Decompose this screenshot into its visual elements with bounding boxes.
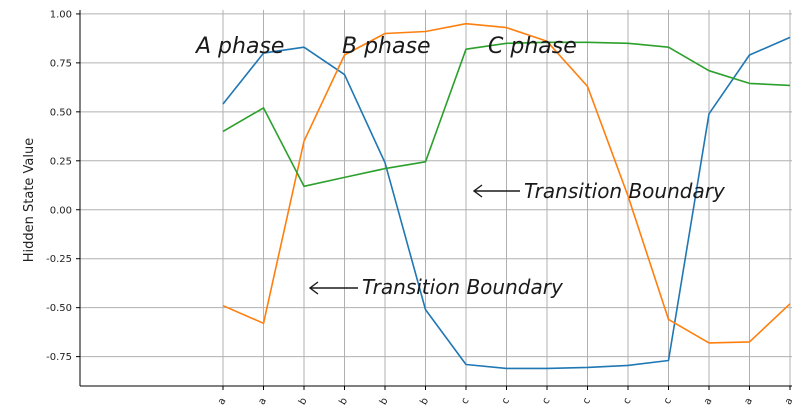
- series-line-1: [222, 36, 791, 370]
- x-tick-label: a: [743, 396, 756, 407]
- annotation-c-phase: C phase: [488, 34, 577, 59]
- x-tick-label: a: [702, 396, 715, 407]
- x-tick-label: a: [783, 396, 792, 407]
- x-tick-label: a: [216, 396, 229, 407]
- x-tick-label: c: [581, 396, 593, 406]
- y-tick-label: 0.00: [50, 205, 72, 216]
- annotation-b-phase: B phase: [342, 34, 430, 59]
- x-tick-label: b: [418, 396, 431, 407]
- y-tick-label: -0.75: [46, 352, 72, 363]
- arrow-icon: [308, 281, 358, 295]
- y-tick-label: 1.00: [50, 9, 72, 20]
- y-axis-title: Hidden State Value: [22, 138, 37, 263]
- series-layer: [222, 22, 791, 370]
- annotation-a-phase: A phase: [194, 34, 284, 59]
- grid: [80, 10, 792, 386]
- arrow-icon: [472, 184, 520, 198]
- x-tick-label: c: [500, 396, 512, 406]
- y-tick-label: 0.50: [50, 107, 72, 118]
- axes: 1.00 0.75 0.50 0.25 0.00 -0.25 -0.50 -0.75 a a b b b…: [46, 9, 792, 407]
- x-tick-label: c: [459, 396, 471, 406]
- annotation-transition-boundary-upper: Transition Boundary: [524, 179, 726, 203]
- x-tick-label: b: [297, 396, 310, 407]
- y-tick-label: -0.25: [46, 254, 72, 265]
- annotation-layer: A phase B phase C phase Transition Boundary…: [194, 34, 726, 299]
- y-tick-label: 0.75: [50, 58, 72, 69]
- y-tick-label: -0.50: [46, 303, 72, 314]
- x-tick-label: c: [621, 396, 633, 406]
- y-tick-label: 0.25: [50, 156, 72, 167]
- x-tick-label: b: [378, 396, 391, 407]
- x-tick-label: c: [540, 396, 552, 406]
- x-tick-label: b: [337, 396, 350, 407]
- series-line-2: [222, 22, 791, 344]
- series-line-3: [222, 41, 791, 188]
- annotation-transition-boundary-lower: Transition Boundary: [362, 275, 564, 299]
- x-tick-label: c: [662, 396, 674, 406]
- x-tick-label: a: [257, 396, 270, 407]
